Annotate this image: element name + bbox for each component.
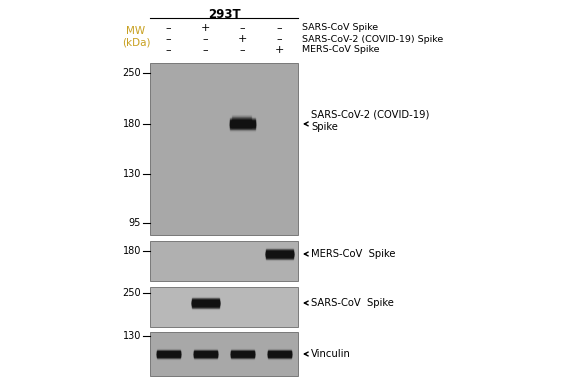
Bar — [150, 287, 298, 327]
Text: 180: 180 — [123, 246, 141, 256]
Text: –: – — [203, 45, 208, 55]
Text: SARS-CoV Spike: SARS-CoV Spike — [302, 24, 378, 32]
Bar — [150, 63, 298, 235]
Text: –: – — [240, 45, 245, 55]
Text: +: + — [201, 23, 210, 33]
Text: SARS-CoV-2 (COVID-19) Spike: SARS-CoV-2 (COVID-19) Spike — [302, 35, 443, 43]
Text: SARS-CoV-2 (COVID-19)
Spike: SARS-CoV-2 (COVID-19) Spike — [311, 110, 430, 132]
Text: 293T: 293T — [208, 8, 240, 21]
Text: 130: 130 — [123, 170, 141, 179]
Text: 95: 95 — [129, 218, 141, 228]
Text: +: + — [275, 45, 284, 55]
Text: MW
(kDa): MW (kDa) — [122, 26, 150, 48]
Text: –: – — [276, 23, 282, 33]
Text: 250: 250 — [122, 68, 141, 78]
Text: MERS-CoV  Spike: MERS-CoV Spike — [311, 249, 396, 259]
Bar — [150, 241, 298, 281]
Text: –: – — [203, 34, 208, 44]
Text: –: – — [240, 23, 245, 33]
Text: 180: 180 — [123, 119, 141, 129]
Text: +: + — [238, 34, 247, 44]
Text: –: – — [166, 34, 171, 44]
Text: Vinculin: Vinculin — [311, 349, 351, 359]
Text: 130: 130 — [123, 331, 141, 341]
Text: –: – — [166, 23, 171, 33]
Text: MERS-CoV Spike: MERS-CoV Spike — [302, 45, 379, 54]
Text: SARS-CoV  Spike: SARS-CoV Spike — [311, 298, 394, 308]
Text: –: – — [166, 45, 171, 55]
Text: 250: 250 — [122, 288, 141, 298]
Text: –: – — [276, 34, 282, 44]
Bar — [150, 332, 298, 376]
